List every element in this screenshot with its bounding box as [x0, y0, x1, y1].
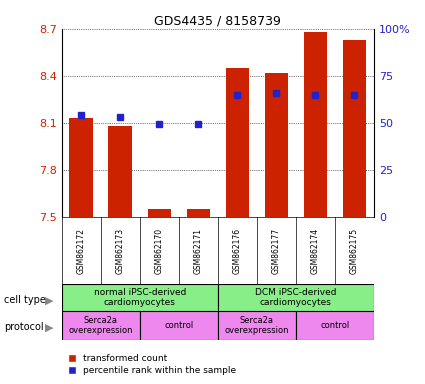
Text: GSM862172: GSM862172	[76, 228, 86, 273]
Text: GSM862171: GSM862171	[194, 228, 203, 273]
Bar	[62, 311, 140, 340]
Text: ▶: ▶	[45, 322, 53, 332]
Text: normal iPSC-derived
cardiomyocytes: normal iPSC-derived cardiomyocytes	[94, 288, 186, 307]
Bar	[226, 68, 249, 217]
Bar	[140, 311, 218, 340]
Text: Serca2a
overexpression: Serca2a overexpression	[224, 316, 289, 335]
Bar	[62, 284, 218, 311]
Text: GSM862176: GSM862176	[233, 227, 242, 274]
Text: protocol: protocol	[4, 322, 44, 332]
Text: GSM862175: GSM862175	[350, 227, 359, 274]
Bar	[296, 311, 374, 340]
Bar	[218, 311, 296, 340]
Text: GSM862177: GSM862177	[272, 227, 281, 274]
Legend: transformed count, percentile rank within the sample: transformed count, percentile rank withi…	[66, 351, 239, 377]
Text: GSM862173: GSM862173	[116, 227, 125, 274]
Bar	[218, 284, 374, 311]
Bar	[147, 209, 171, 217]
Text: ▶: ▶	[45, 295, 53, 305]
Text: DCM iPSC-derived
cardiomyocytes: DCM iPSC-derived cardiomyocytes	[255, 288, 337, 307]
Bar	[265, 73, 288, 217]
Text: GSM862174: GSM862174	[311, 227, 320, 274]
Text: GSM862170: GSM862170	[155, 227, 164, 274]
Text: Serca2a
overexpression: Serca2a overexpression	[68, 316, 133, 335]
Text: cell type: cell type	[4, 295, 46, 305]
Text: control: control	[164, 321, 193, 330]
Bar	[343, 40, 366, 217]
Bar	[187, 209, 210, 217]
Bar	[304, 32, 327, 217]
Bar	[69, 118, 93, 217]
Bar	[108, 126, 132, 217]
Title: GDS4435 / 8158739: GDS4435 / 8158739	[154, 15, 281, 28]
Text: control: control	[320, 321, 350, 330]
